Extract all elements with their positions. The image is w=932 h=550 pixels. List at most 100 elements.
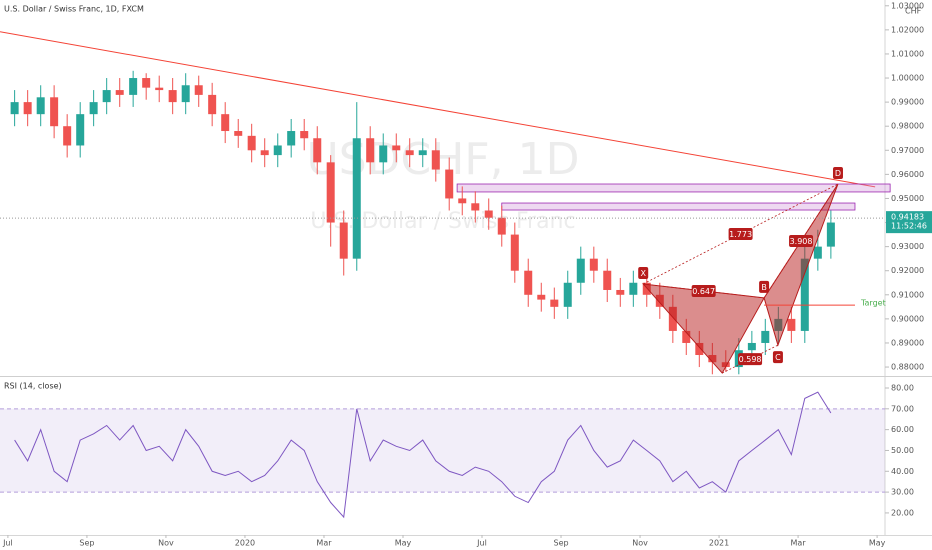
watermark-symbol: USDCHF, 1D	[307, 134, 580, 185]
candle-body	[431, 150, 440, 170]
candle-body	[761, 330, 770, 343]
candle-body	[366, 138, 375, 163]
y-tick-label: 40.00	[891, 467, 914, 476]
y-tick-label: 1.00000	[891, 74, 924, 83]
point-tag	[772, 351, 783, 364]
x-tick-label: May	[869, 539, 886, 548]
candle-body	[194, 85, 203, 95]
candle-body	[352, 138, 361, 259]
x-tick-label: Sep	[79, 539, 94, 548]
candle-body	[392, 145, 401, 151]
candle-body	[142, 78, 151, 88]
ratio-tag	[728, 227, 753, 240]
candle-body	[826, 222, 835, 247]
rsi-title: RSI (14, close)	[4, 382, 62, 391]
y-tick-label: 0.97000	[891, 146, 924, 155]
zone	[456, 183, 891, 193]
ratio-label: 0.647	[692, 287, 715, 296]
point-label: C	[775, 353, 781, 362]
point-label: B	[761, 283, 767, 292]
candle-body	[510, 234, 519, 271]
x-tick-label: Jul	[476, 539, 487, 548]
y-tick-label: 0.88000	[891, 363, 924, 372]
candle-body	[36, 97, 45, 115]
y-tick-label: 70.00	[891, 404, 914, 413]
x-tick-label: Mar	[791, 539, 807, 548]
y-tick-label: 0.89000	[891, 338, 924, 347]
point-tag	[832, 167, 843, 180]
candle-body	[10, 102, 19, 115]
candle-body	[168, 90, 177, 103]
candle-body	[405, 150, 414, 156]
rsi-line	[14, 391, 832, 519]
ratio-label: 3.908	[790, 237, 813, 246]
candle-body	[445, 169, 454, 199]
chart-title: U.S. Dollar / Swiss Franc, 1D, FXCM	[4, 5, 144, 14]
point-tag	[638, 266, 649, 279]
x-tick-label: Nov	[158, 539, 174, 548]
candle-body	[102, 90, 111, 103]
candle-body	[221, 114, 230, 132]
x-tick-label: Nov	[632, 539, 648, 548]
candle-body	[668, 306, 677, 331]
candle-body	[208, 94, 217, 115]
y-tick-label: 0.98000	[891, 122, 924, 131]
y-tick-label: 1.02000	[891, 25, 924, 34]
currency-label: CHF	[905, 7, 922, 16]
candle-body	[300, 131, 309, 139]
candle-body	[458, 198, 467, 204]
candle-body	[76, 114, 85, 146]
y-tick-label: 60.00	[891, 425, 914, 434]
last-price-tag	[886, 211, 932, 234]
y-tick-label: 20.00	[891, 508, 914, 517]
candle-body	[642, 282, 651, 295]
x-tick-label: May	[395, 539, 412, 548]
candle-body	[379, 145, 388, 163]
watermark-name: U.S. Dollar / Swiss Franc	[310, 209, 575, 234]
last-price-label: 0.94183	[891, 213, 924, 222]
candle-body	[747, 342, 756, 351]
point-tag	[759, 280, 770, 293]
candle-body	[155, 87, 164, 91]
candle-body	[247, 135, 256, 151]
ratio-tag	[789, 234, 814, 247]
y-tick-label: 0.93000	[891, 242, 924, 251]
candle-body	[260, 150, 269, 156]
candle-body	[629, 282, 638, 295]
y-tick-label: 1.01000	[891, 49, 924, 58]
candle-body	[603, 270, 612, 290]
y-tick-label: 1.03000	[891, 1, 924, 10]
y-tick-label: 0.90000	[891, 314, 924, 323]
x-tick-label: 2021	[709, 539, 729, 548]
candle-body	[339, 222, 348, 259]
y-tick-label: 0.99000	[891, 98, 924, 107]
ratio-tag	[691, 284, 716, 297]
y-tick-label: 80.00	[891, 383, 914, 392]
candle-body	[181, 85, 190, 103]
countdown-label: 11:52:46	[891, 222, 927, 231]
candle-body	[287, 131, 296, 146]
candle-body	[800, 258, 809, 331]
x-tick-label: Jul	[2, 539, 13, 548]
y-tick-label: 0.95000	[891, 194, 924, 203]
candle-body	[484, 210, 493, 218]
candle-body	[471, 203, 480, 211]
candle-body	[418, 150, 427, 156]
candle-body	[234, 131, 243, 136]
y-tick-label: 0.96000	[891, 170, 924, 179]
candle-body	[682, 330, 691, 343]
candle-body	[115, 90, 124, 95]
candle-body	[813, 246, 822, 259]
point-label: D	[835, 169, 841, 178]
candle-body	[616, 289, 625, 295]
candle-body	[89, 102, 98, 115]
candle-body	[576, 258, 585, 283]
candle-body	[129, 78, 138, 95]
candle-body	[273, 145, 282, 156]
candle-body	[524, 270, 533, 295]
candle-body	[63, 126, 72, 146]
candle-body	[589, 258, 598, 271]
y-tick-label: 0.91000	[891, 290, 924, 299]
target-label: Target	[860, 299, 886, 308]
ratio-label: 1.773	[729, 230, 752, 239]
